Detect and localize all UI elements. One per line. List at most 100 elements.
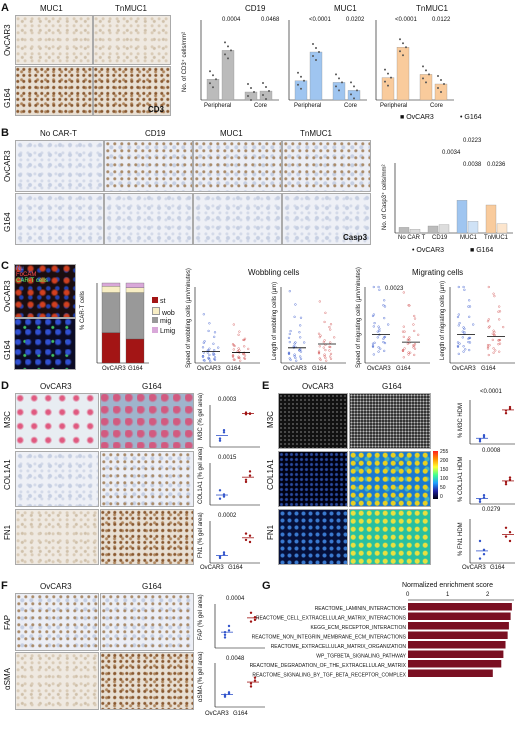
- g-category-label: WP_TGFBETA_SIGNALING_PATHWAY: [316, 654, 406, 660]
- c-scatter-point: [288, 332, 291, 336]
- c-scatter-point: [412, 346, 415, 349]
- c-scatter-point: [288, 290, 291, 293]
- a-dot: [268, 90, 270, 93]
- c-scatter-point: [491, 338, 494, 342]
- c-scatter-point: [231, 354, 235, 357]
- a-bar-G164-Core: [347, 90, 361, 101]
- e-scatter-col1a1-point: [478, 500, 482, 503]
- c-sc3-x2: G164: [396, 366, 411, 372]
- a-chart2-xlabel-core: Core: [344, 103, 358, 109]
- a-dot: [402, 54, 404, 57]
- f-micrograph-asma-ovcar3: [15, 652, 99, 710]
- a-dot: [224, 53, 226, 56]
- c-scatter-point: [238, 356, 241, 359]
- d-micrograph-fn1-ovcar3: [15, 509, 99, 565]
- c-stack-ylabel: % CAR-T cells: [80, 291, 86, 330]
- c-scatter-point: [467, 305, 470, 308]
- c-scatter3-ylabel: Speed of migrating cells (µm/minutes): [356, 267, 362, 368]
- b-row-label-g164: G164: [3, 212, 12, 232]
- b-col-header-muc1: MUC1: [220, 129, 243, 138]
- a-dot: [437, 87, 439, 89]
- a-dot: [338, 89, 340, 92]
- d-pval-m3c: 0.0003: [218, 397, 237, 403]
- c-scatter-point: [299, 357, 303, 360]
- c-scatter-point: [406, 342, 409, 345]
- c-scatter-point: [407, 353, 410, 356]
- c-stack-legend-lmig: Lmig: [152, 327, 175, 335]
- a-dot: [399, 38, 401, 41]
- d-scatter-col1a1-point: [248, 474, 252, 477]
- d-col-header-ovcar3: OvCAR3: [40, 382, 72, 391]
- e-micrograph-col1a1-ovcar3: [278, 451, 348, 507]
- g-bar-1: [408, 612, 511, 620]
- f-scatter-fap: [214, 604, 265, 649]
- c-scatter-point: [208, 347, 211, 350]
- a-dot: [253, 91, 255, 93]
- a-dot: [262, 94, 264, 97]
- c-scatter-point: [417, 333, 420, 336]
- e-scatter-col1a1-point: [508, 478, 512, 481]
- a-dot: [350, 81, 352, 84]
- c-scatter-point: [289, 358, 292, 361]
- b-pval-4: 0.0236: [487, 162, 506, 168]
- b-legend-ovcar3: • OvCAR3: [412, 247, 445, 254]
- c-scatter-point: [413, 347, 417, 350]
- c-scatter-point: [208, 322, 211, 325]
- c-scatter-point: [402, 325, 405, 328]
- c-scatter-point: [413, 314, 416, 318]
- c-scatter-point: [456, 344, 460, 347]
- c-scatter-point: [497, 310, 500, 313]
- panel-label-b: B: [1, 127, 9, 139]
- a-dot: [422, 77, 424, 80]
- c-scatter-point: [318, 345, 321, 348]
- e-pval-m3c: <0.0001: [480, 389, 502, 395]
- c-scatter-point: [401, 330, 405, 333]
- c-scatter2-ylabel: Length of wobbling cells (µm): [272, 281, 278, 360]
- d-scatter-fn1-point: [218, 556, 222, 560]
- a-dot: [312, 55, 314, 57]
- c-pval: 0.0023: [385, 286, 404, 292]
- f-scatter-asma-point: [249, 685, 253, 688]
- e-xlabel-ovcar3: OvCAR3: [462, 565, 486, 571]
- a-bar-G164-Peripheral: [221, 50, 235, 101]
- e-colorbar: [433, 451, 438, 499]
- c-stack-legend-st: st: [152, 297, 165, 305]
- a-dot: [247, 83, 249, 85]
- c-scatter-point: [412, 344, 415, 347]
- b-micrograph-5: [15, 193, 104, 245]
- f-scatter-asma-point: [223, 695, 227, 698]
- c-scatter-point: [383, 317, 386, 320]
- c-fluorescence-g164: [14, 318, 76, 370]
- a-dot: [350, 93, 352, 96]
- c-scatter-point: [206, 351, 209, 354]
- c-scatter-point: [299, 350, 303, 353]
- c-scatter-point: [317, 351, 321, 354]
- c-scatter-point: [472, 323, 475, 326]
- c-scatter-point: [468, 315, 471, 318]
- e-pval-col1a1: 0.0008: [482, 448, 501, 454]
- e-colorbar-0: 0: [440, 494, 443, 500]
- c-scatter-point: [467, 337, 470, 340]
- c-stack-xlabel-ovcar3: OvCAR3: [102, 366, 126, 372]
- e-colorbar-200: 200: [440, 458, 449, 464]
- b-col-header-no-cart: No CAR-T: [40, 129, 77, 138]
- a-dot: [338, 77, 340, 80]
- c-sc2-x2: G164: [312, 366, 327, 372]
- c-scatter-2: [280, 287, 346, 364]
- a-dot: [250, 87, 252, 89]
- e-micrograph-m3c-ovcar3: [278, 393, 348, 449]
- c-fluo-legend-nu: Nu: [16, 266, 24, 272]
- b-bar-OvCAR3-No CAR T: [398, 227, 410, 234]
- a-dot: [315, 47, 317, 49]
- d-pval-col1a1: 0.0015: [218, 455, 237, 461]
- a-dot: [227, 45, 229, 48]
- d-scatter-fn1-point: [222, 551, 226, 554]
- e-scatter-m3c-point: [508, 407, 512, 410]
- a-chart2-title: MUC1: [334, 4, 357, 13]
- f-col-header-ovcar3: OvCAR3: [40, 582, 72, 591]
- f-micrograph-asma-g164: [100, 652, 194, 710]
- a-chart1-pval-1: 0.0004: [222, 17, 241, 23]
- e-col-header-ovcar3: OvCAR3: [302, 382, 334, 391]
- c-fluorescence-ovcar3: [14, 264, 76, 318]
- a-dot: [387, 84, 389, 87]
